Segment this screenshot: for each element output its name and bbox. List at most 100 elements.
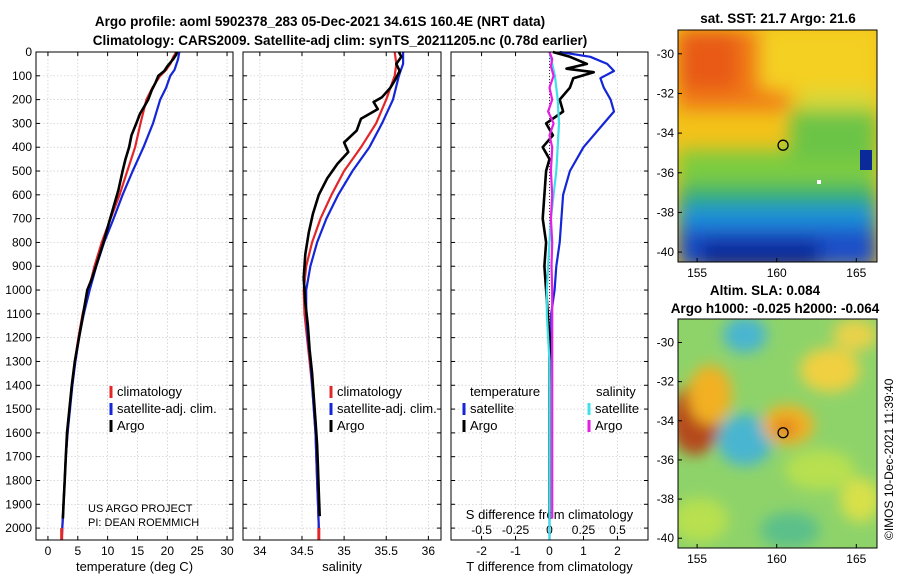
x-tick-label: 35 [337, 544, 351, 558]
salinity-profile-panel: 34 34.5 35 35.5 36 salinity [242, 51, 442, 574]
map-y-tick-label: -32 [657, 86, 675, 100]
sla-map-axes: 155 160 165 -30 -32 -34 -36 -38 -40 [657, 335, 867, 566]
map-x-tick-label: 165 [846, 552, 866, 566]
legend-t-argo-label: Argo [470, 418, 497, 433]
x-axis-label: temperature (deg C) [76, 559, 193, 574]
x-tick-label: -2 [476, 544, 487, 558]
legend-satellite-label: satellite-adj. clim. [337, 401, 437, 416]
x-tick-label: 35.5 [375, 544, 399, 558]
y-tick-label: 0 [25, 45, 32, 59]
x-tick-label: 0 [546, 544, 553, 558]
series-line-s-satellite [545, 51, 561, 540]
y-tick-label: 100 [12, 69, 32, 83]
y-tick-label: 900 [12, 259, 32, 273]
x-tick-label: 1 [580, 544, 587, 558]
series-line-climatology [60, 51, 178, 541]
salinity-legend: climatology satellite-adj. clim. Argo [329, 384, 437, 433]
x-tick-label: -1 [510, 544, 521, 558]
map-x-tick-label: 155 [687, 552, 707, 566]
map-y-tick-label: -30 [657, 335, 675, 349]
y-tick-label: 1400 [5, 378, 32, 392]
y-tick-label: 200 [12, 93, 32, 107]
y-tick-label: 1100 [6, 307, 32, 321]
legend-temperature-title: temperature [470, 384, 540, 399]
x-tick-label: 20 [161, 544, 175, 558]
panel-frame [450, 51, 649, 541]
figure-title-line2: Climatology: CARS2009. Satellite-adj cli… [93, 33, 587, 48]
panel-frame [242, 51, 442, 541]
x-tick-label: 30 [220, 544, 234, 558]
y-tick-label: 700 [12, 212, 32, 226]
map-x-tick-label: 165 [846, 266, 866, 280]
map-y-tick-label: -34 [657, 414, 675, 428]
sst-argo-position-marker [777, 139, 789, 151]
legend-climatology-label: climatology [337, 384, 403, 399]
series-line-s-argo [546, 51, 555, 519]
difference-profile-panel: -2 -1 0 1 2T difference from climatology -0.5… [450, 50, 649, 574]
sst-map-axes: 155 160 165 -30 -32 -34 -36 -38 -40 [657, 47, 867, 280]
map-x-tick-label: 160 [767, 266, 787, 280]
imos-timestamp-label: ©IMOS 10-Dec-2021 11:39:40 [882, 378, 896, 540]
legend-s-satellite-label: satellite [595, 401, 639, 416]
legend-climatology-label: climatology [117, 384, 183, 399]
map-y-tick-label: -38 [657, 205, 675, 219]
sst-missing-pixel [817, 180, 821, 184]
temperature-profile-panel: 0100200300400500600700800900100011001200… [5, 45, 234, 574]
y-tick-label: 800 [12, 235, 32, 249]
x-tick-label: 36 [422, 544, 436, 558]
y-tick-label: 400 [12, 140, 32, 154]
series-line-t-argo [541, 50, 596, 519]
legend-t-satellite-label: satellite [470, 401, 514, 416]
sla-map-image [678, 319, 877, 548]
credit-project: US ARGO PROJECT [88, 503, 193, 515]
s-tick-label: -0.25 [502, 523, 530, 537]
x-tick-label: 10 [101, 544, 115, 558]
legend-argo-label: Argo [117, 418, 144, 433]
x-tick-label: 5 [74, 544, 81, 558]
x-tick-label: 15 [131, 544, 145, 558]
y-tick-label: 1800 [5, 473, 32, 487]
map-y-tick-label: -30 [657, 47, 675, 61]
map-y-tick-label: -34 [657, 126, 675, 140]
x-tick-label: 34.5 [290, 544, 314, 558]
map-y-tick-label: -40 [657, 245, 675, 259]
s-tick-label: 0.25 [572, 523, 596, 537]
legend-satellite-label: satellite-adj. clim. [117, 401, 217, 416]
sst-cold-patch [860, 150, 872, 170]
difference-legend: temperature satellite Argo salinity sate… [462, 384, 639, 433]
sla-argo-position-marker [777, 427, 789, 439]
map-x-tick-label: 155 [687, 266, 707, 280]
map-y-tick-label: -32 [657, 375, 675, 389]
sla-map-title-line1: Altim. SLA: 0.084 [710, 283, 821, 298]
sst-map-frame [677, 29, 878, 263]
figure-title-line1: Argo profile: aoml 5902378_283 05-Dec-20… [95, 14, 545, 29]
y-tick-label: 1200 [5, 331, 32, 345]
panel-frame [35, 51, 234, 541]
series-line-satellite-adj-clim- [305, 52, 405, 540]
credit-pi: PI: DEAN ROEMMICH [88, 517, 199, 529]
legend-s-argo-label: Argo [595, 418, 622, 433]
series-line-satellite-adj-clim- [60, 51, 181, 541]
y-tick-label: 1900 [5, 497, 32, 511]
temperature-legend: climatology satellite-adj. clim. Argo US… [88, 384, 217, 529]
sla-map-frame [677, 318, 878, 549]
y-tick-label: 600 [12, 188, 32, 202]
y-tick-label: 500 [12, 164, 32, 178]
sla-map-title-line2: Argo h1000: -0.025 h2000: -0.064 [671, 301, 880, 316]
map-y-tick-label: -40 [657, 531, 675, 545]
legend-salinity-title: salinity [596, 384, 636, 399]
map-y-tick-label: -36 [657, 166, 675, 180]
x-axis-label: T difference from climatology [466, 559, 633, 574]
series-line-argo [302, 51, 403, 517]
series-line-argo [61, 51, 179, 519]
x-axis-label: salinity [322, 559, 362, 574]
y-tick-label: 1700 [5, 450, 32, 464]
x-tick-label: 25 [191, 544, 205, 558]
y-tick-label: 300 [12, 116, 32, 130]
y-tick-label: 1600 [5, 426, 32, 440]
s-tick-label: -0.5 [471, 523, 492, 537]
s-tick-label: 0.5 [609, 523, 626, 537]
y-tick-label: 1500 [5, 402, 32, 416]
map-y-tick-label: -38 [657, 492, 675, 506]
